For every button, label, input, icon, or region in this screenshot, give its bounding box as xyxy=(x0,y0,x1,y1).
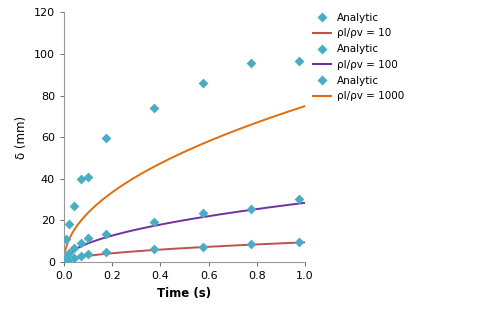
Point xyxy=(151,219,158,224)
Point xyxy=(84,252,92,257)
Point xyxy=(102,250,110,255)
Point xyxy=(84,236,92,241)
Point xyxy=(295,59,303,64)
Point xyxy=(102,136,110,141)
X-axis label: Time (s): Time (s) xyxy=(157,287,212,300)
Point xyxy=(77,253,85,258)
Point xyxy=(70,245,78,250)
Point xyxy=(199,245,207,250)
Y-axis label: δ (mm): δ (mm) xyxy=(15,116,28,159)
Point xyxy=(84,174,92,179)
Point xyxy=(247,61,255,66)
Point xyxy=(102,232,110,236)
Point xyxy=(70,255,78,260)
Point xyxy=(151,106,158,111)
Point xyxy=(77,241,85,246)
Point xyxy=(62,256,70,261)
Point xyxy=(77,176,85,181)
Point xyxy=(247,207,255,212)
Point xyxy=(65,250,73,255)
Point xyxy=(62,257,70,262)
Point xyxy=(65,256,73,261)
Point xyxy=(70,203,78,208)
Point xyxy=(295,239,303,244)
Point xyxy=(65,221,73,226)
Point xyxy=(151,246,158,251)
Point xyxy=(247,242,255,247)
Point xyxy=(62,237,70,242)
Legend: Analytic, ρl/ρv = 10, Analytic, ρl/ρv = 100, Analytic, ρl/ρv = 1000: Analytic, ρl/ρv = 10, Analytic, ρl/ρv = … xyxy=(312,13,404,101)
Point xyxy=(199,211,207,216)
Point xyxy=(295,196,303,201)
Point xyxy=(199,81,207,86)
